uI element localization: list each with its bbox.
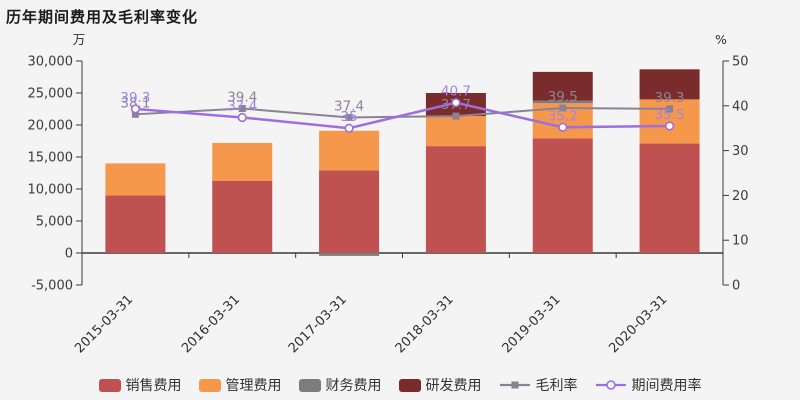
marker-period-expense-ratio xyxy=(664,121,675,131)
left-axis-tick-label: 20,000 xyxy=(28,119,74,134)
value-label-gross-margin: 39.4 xyxy=(227,89,257,105)
legend-item-admin-expense[interactable]: 管理费用 xyxy=(198,375,282,395)
right-axis-tick-label: 40 xyxy=(732,99,749,114)
legend-swatch-rd-expense xyxy=(398,378,421,392)
marker-gross-margin xyxy=(131,110,139,118)
legend-label: 销售费用 xyxy=(125,378,182,394)
legend-item-gross-margin[interactable]: 毛利率 xyxy=(499,375,578,395)
right-axis-tick-label: 30 xyxy=(732,144,749,159)
legend-label: 管理费用 xyxy=(225,378,282,394)
legend-swatch-selling-expense xyxy=(98,378,121,392)
legend-label: 财务费用 xyxy=(325,378,382,394)
x-axis-category-label: 2016-03-31 xyxy=(179,292,243,356)
expense-margin-chart: 30,000 25,000 20,000 15,000 10,000 5,000 0 -5,0… xyxy=(28,32,749,356)
right-axis-tick-label: 20 xyxy=(732,189,749,204)
value-label-gross-margin: 39.3 xyxy=(655,90,685,106)
legend-marker-gross-margin-icon xyxy=(499,381,530,389)
marker-period-expense-ratio xyxy=(344,123,354,133)
value-label-gross-margin: 37.4 xyxy=(334,98,364,114)
marker-period-expense-ratio xyxy=(237,112,247,123)
left-axis-tick-label: 15,000 xyxy=(28,151,74,166)
left-axis-tick-label: 5,000 xyxy=(36,215,73,230)
value-label-period-expense-ratio: 35.5 xyxy=(655,107,685,123)
marker-gross-margin xyxy=(666,105,674,113)
legend-item-rd-expense[interactable]: 研发费用 xyxy=(398,375,482,395)
marker-gross-margin xyxy=(559,104,567,112)
bar-segment-admin-expense xyxy=(105,163,166,196)
line-period-expense-ratio xyxy=(135,101,670,130)
legend-item-period-expense-ratio[interactable]: 期间费用率 xyxy=(595,375,702,395)
x-axis-category-label: 2020-03-31 xyxy=(606,292,670,356)
legend-swatch-admin-expense xyxy=(198,378,221,392)
marker-period-expense-ratio xyxy=(130,104,141,114)
marker-gross-margin xyxy=(345,113,353,121)
x-axis-category-label: 2015-03-31 xyxy=(72,292,136,356)
left-axis-tick-label: 0 xyxy=(65,247,73,262)
value-label-period-expense-ratio: 35.2 xyxy=(548,108,578,124)
bar-segment-rd-expense xyxy=(639,69,700,100)
left-axis-tick-label: 10,000 xyxy=(28,183,74,198)
x-axis-category-label: 2019-03-31 xyxy=(500,292,564,356)
legend-label: 毛利率 xyxy=(535,378,578,394)
value-label-gross-margin: 39.5 xyxy=(548,89,578,105)
bar-segment-admin-expense xyxy=(319,130,380,171)
value-label-period-expense-ratio: 40.7 xyxy=(441,84,471,100)
legend-marker-period-expense-ratio-icon xyxy=(595,380,626,390)
legend-label: 期间费用率 xyxy=(631,378,702,394)
bar-segment-finance-expense xyxy=(532,100,593,104)
value-label-period-expense-ratio: 35 xyxy=(340,109,357,125)
marker-period-expense-ratio xyxy=(558,122,568,132)
left-axis-tick-label: 25,000 xyxy=(28,87,74,102)
bar-segment-selling-expense xyxy=(212,180,273,253)
right-axis-tick-label: 10 xyxy=(732,234,749,249)
bar-segment-selling-expense xyxy=(639,143,700,253)
marker-gross-margin xyxy=(238,104,246,112)
legend-label: 研发费用 xyxy=(425,378,482,394)
right-axis-unit: % xyxy=(715,32,727,47)
left-axis-tick-label: 30,000 xyxy=(28,55,74,70)
bar-segment-admin-expense xyxy=(212,142,273,181)
bar-segment-admin-expense xyxy=(425,116,486,147)
legend-item-finance-expense[interactable]: 财务费用 xyxy=(298,375,382,395)
bar-segment-selling-expense xyxy=(105,195,166,253)
bar-segment-selling-expense xyxy=(425,146,486,253)
x-axis-category-label: 2018-03-31 xyxy=(393,292,457,356)
left-axis-unit: 万 xyxy=(73,32,86,47)
value-label-period-expense-ratio: 37.4 xyxy=(227,98,257,114)
right-axis-tick-label: 0 xyxy=(732,279,740,294)
chart-legend: 销售费用 管理费用 财务费用 研发费用 毛利率 期间费用率 xyxy=(0,375,800,395)
marker-gross-margin xyxy=(452,112,460,120)
bar-segment-finance-expense xyxy=(319,253,380,256)
chart-title: 历年期间费用及毛利率变化 xyxy=(6,8,199,26)
value-label-gross-margin: 38.1 xyxy=(120,95,150,111)
value-label-period-expense-ratio: 39.3 xyxy=(120,90,150,106)
bar-segment-selling-expense xyxy=(532,138,593,253)
marker-period-expense-ratio xyxy=(451,98,461,108)
bar-segment-selling-expense xyxy=(319,170,380,253)
legend-item-selling-expense[interactable]: 销售费用 xyxy=(98,375,182,395)
line-gross-margin xyxy=(135,107,670,119)
right-axis-tick-label: 50 xyxy=(732,55,749,70)
x-axis-category-label: 2017-03-31 xyxy=(286,292,350,356)
bar-segment-rd-expense xyxy=(532,71,593,101)
legend-swatch-finance-expense xyxy=(298,378,321,392)
left-axis-tick-label: -5,000 xyxy=(31,279,73,294)
